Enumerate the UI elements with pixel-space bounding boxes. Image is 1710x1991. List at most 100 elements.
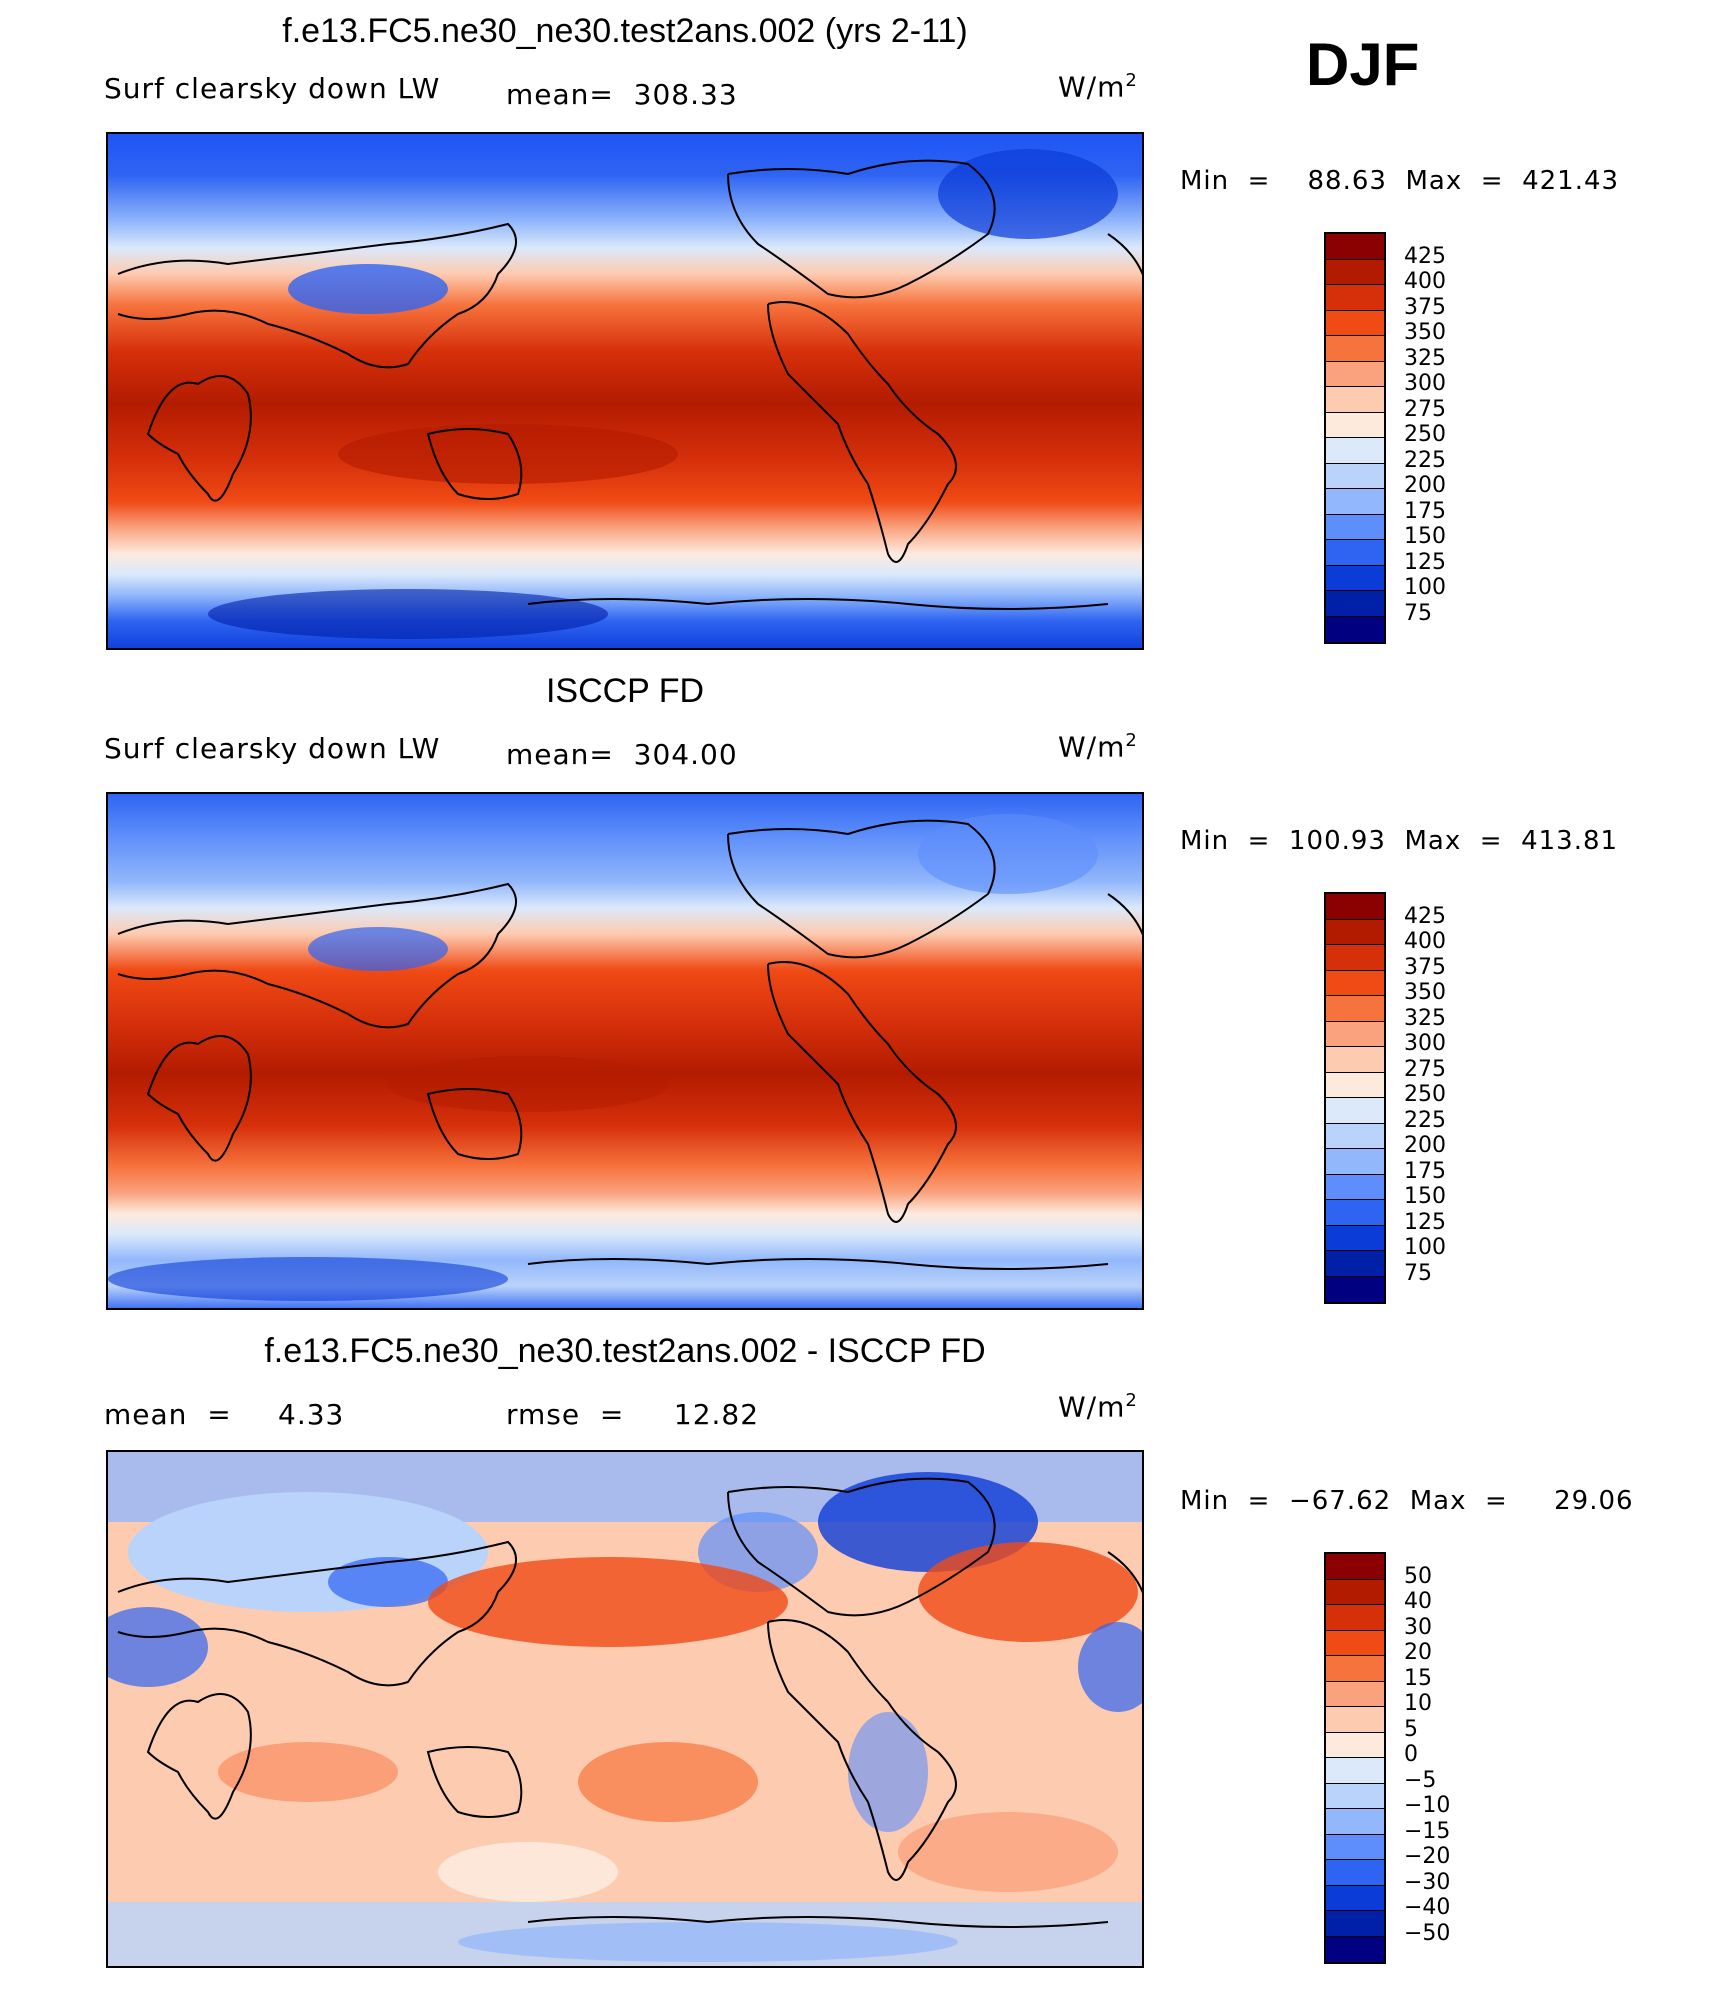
- colorbar-tick-label: 275: [1404, 1056, 1446, 1082]
- colorbar-swatch: [1326, 996, 1384, 1022]
- panel-2-variable: Surf clearsky down LW: [104, 732, 441, 765]
- panel-1-mean: mean= 308.33: [506, 78, 738, 111]
- panel-2-title: ISCCP FD: [545, 672, 705, 710]
- colorbar-tick-label: 200: [1404, 473, 1446, 498]
- colorbar-tick-label: 100: [1404, 1235, 1446, 1260]
- colorbar-tick-label: 200: [1404, 1133, 1446, 1158]
- panel-1-units: W/m2: [1058, 70, 1138, 104]
- panel-1-map: [106, 132, 1144, 650]
- panel-3-map: [106, 1450, 1144, 1968]
- colorbar-tick-label: 250: [1404, 422, 1446, 447]
- colorbar-swatch: [1326, 1021, 1384, 1047]
- colorbar-swatch: [1326, 1758, 1384, 1784]
- colorbar-tick-label: 20: [1404, 1640, 1432, 1665]
- colorbar-tick-label: 125: [1404, 549, 1446, 575]
- colorbar-swatch: [1326, 310, 1384, 336]
- colorbar-swatch: [1326, 1200, 1384, 1226]
- colorbar-tick-label: 150: [1404, 524, 1446, 549]
- colorbar-tick-label: 425: [1404, 243, 1446, 269]
- colorbar-swatch: [1326, 463, 1384, 489]
- panel-1-variable: Surf clearsky down LW: [104, 72, 441, 105]
- colorbar-tick-label: 350: [1404, 980, 1446, 1005]
- colorbar-swatch: [1326, 1276, 1384, 1302]
- colorbar-swatch: [1326, 1732, 1384, 1758]
- colorbar-swatch: [1326, 616, 1384, 642]
- colorbar-swatch: [1326, 1860, 1384, 1886]
- colorbar-swatch: [1326, 1579, 1384, 1605]
- colorbar-tick-label: −15: [1404, 1818, 1451, 1844]
- colorbar-swatch: [1326, 1834, 1384, 1860]
- panel-1-minmax: Min = 88.63 Max = 421.43: [1180, 166, 1620, 196]
- colorbar-tick-label: 350: [1404, 320, 1446, 345]
- colorbar-swatch: [1326, 336, 1384, 362]
- colorbar-swatch: [1326, 489, 1384, 515]
- colorbar-tick-label: −50: [1404, 1920, 1451, 1946]
- colorbar-swatch: [1326, 1072, 1384, 1098]
- colorbar-swatch: [1326, 387, 1384, 413]
- colorbar-swatch: [1326, 1047, 1384, 1073]
- panel-2-mean: mean= 304.00: [506, 738, 738, 771]
- colorbar-tick-label: 300: [1404, 371, 1446, 396]
- panel-3-units: W/m2: [1058, 1390, 1138, 1424]
- colorbar-tick-label: −30: [1404, 1869, 1451, 1895]
- colorbar-tick-label: 5: [1404, 1716, 1418, 1742]
- colorbar-swatch: [1326, 1911, 1384, 1937]
- panel-3-minmax: Min = −67.62 Max = 29.06: [1180, 1486, 1634, 1516]
- colorbar-tick-label: 40: [1404, 1589, 1432, 1614]
- colorbar-swatch: [1326, 285, 1384, 311]
- colorbar-tick-label: −20: [1404, 1844, 1451, 1869]
- colorbar-tick-label: 225: [1404, 1107, 1446, 1133]
- colorbar-swatch: [1326, 1885, 1384, 1911]
- colorbar-tick-label: 50: [1404, 1563, 1432, 1589]
- colorbar-swatch: [1326, 1809, 1384, 1835]
- colorbar-swatch: [1326, 412, 1384, 438]
- colorbar-swatch: [1326, 970, 1384, 996]
- colorbar-swatch: [1326, 540, 1384, 566]
- colorbar-swatch: [1326, 1251, 1384, 1277]
- colorbar-tick-label: 375: [1404, 954, 1446, 980]
- colorbar-tick-label: −10: [1404, 1793, 1451, 1818]
- colorbar-swatch: [1326, 1174, 1384, 1200]
- colorbar-swatch: [1326, 1225, 1384, 1251]
- colorbar-tick-label: 100: [1404, 575, 1446, 600]
- colorbar-swatch: [1326, 514, 1384, 540]
- colorbar-tick-label: 0: [1404, 1742, 1418, 1767]
- colorbar-swatch: [1326, 361, 1384, 387]
- panel-2-field: [108, 794, 1142, 1308]
- panel-3-colorbar: [1324, 1552, 1386, 1964]
- colorbar-swatch: [1326, 1605, 1384, 1631]
- panel-3-mean-label: mean =: [104, 1398, 232, 1431]
- panel-2-map: [106, 792, 1144, 1310]
- colorbar-tick-label: 400: [1404, 269, 1446, 294]
- panel-3-title: f.e13.FC5.ne30_ne30.test2ans.002 - ISCCP…: [264, 1332, 986, 1370]
- colorbar-swatch: [1326, 1936, 1384, 1962]
- colorbar-tick-label: 275: [1404, 396, 1446, 422]
- colorbar-swatch: [1326, 894, 1384, 920]
- panel-2-units: W/m2: [1058, 730, 1138, 764]
- colorbar-tick-label: 150: [1404, 1184, 1446, 1209]
- panel-3-field: [108, 1452, 1142, 1966]
- colorbar-tick-label: 300: [1404, 1031, 1446, 1056]
- colorbar-swatch: [1326, 1783, 1384, 1809]
- colorbar-swatch: [1326, 1656, 1384, 1682]
- colorbar-swatch: [1326, 565, 1384, 591]
- colorbar-swatch: [1326, 1098, 1384, 1124]
- colorbar-swatch: [1326, 1554, 1384, 1580]
- panel-3-mean-value: 4.33: [278, 1398, 345, 1431]
- panel-2-colorbar: [1324, 892, 1386, 1304]
- colorbar-swatch: [1326, 259, 1384, 285]
- colorbar-tick-label: 225: [1404, 447, 1446, 473]
- colorbar-tick-label: 175: [1404, 498, 1446, 524]
- colorbar-swatch: [1326, 1149, 1384, 1175]
- panel-2-minmax: Min = 100.93 Max = 413.81: [1180, 826, 1619, 856]
- colorbar-tick-label: −5: [1404, 1767, 1437, 1793]
- colorbar-swatch: [1326, 945, 1384, 971]
- colorbar-tick-label: 175: [1404, 1158, 1446, 1184]
- panel-1-field: [108, 134, 1142, 648]
- colorbar-swatch: [1326, 1707, 1384, 1733]
- colorbar-swatch: [1326, 919, 1384, 945]
- colorbar-swatch: [1326, 591, 1384, 617]
- colorbar-swatch: [1326, 1681, 1384, 1707]
- colorbar-tick-label: 125: [1404, 1209, 1446, 1235]
- colorbar-tick-label: 75: [1404, 600, 1432, 626]
